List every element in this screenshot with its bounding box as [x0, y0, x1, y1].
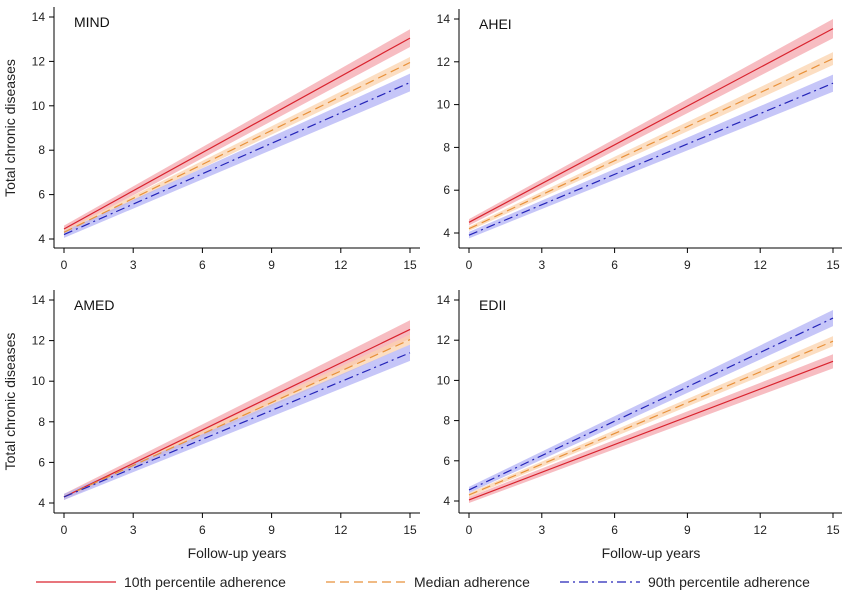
legend-item-p90: 90th percentile adherence	[560, 574, 810, 590]
x-tick-label: 9	[684, 523, 691, 537]
y-tick-label: 10	[437, 98, 451, 112]
x-tick-label: 0	[466, 523, 473, 537]
y-tick-label: 4	[443, 226, 450, 240]
y-tick-label: 6	[443, 454, 450, 468]
x-tick-label: 12	[754, 523, 768, 537]
panel-edii: 4 6 8 10 12 14 0 3 6 9 12 15 EDII Follow-up years	[437, 290, 842, 561]
y-tick-label: 4	[38, 232, 45, 246]
legend-label: 90th percentile adherence	[648, 574, 810, 590]
x-tick-label: 15	[826, 523, 840, 537]
y-tick-label: 10	[437, 373, 451, 387]
ci-band-p90	[469, 310, 833, 493]
series-line-p90	[63, 81, 411, 236]
x-tick-label: 9	[268, 523, 275, 537]
y-axis-title: Total chronic diseases	[2, 333, 18, 471]
y-tick-label: 6	[38, 455, 45, 469]
x-tick-label: 3	[130, 523, 137, 537]
x-tick-label: 15	[403, 258, 417, 272]
x-tick-label: 12	[334, 523, 348, 537]
ci-band-p10	[469, 354, 833, 504]
y-tick-label: 14	[32, 293, 46, 307]
series-line-p90	[468, 82, 834, 236]
x-tick-label: 6	[611, 523, 618, 537]
x-tick-label: 0	[61, 523, 68, 537]
y-tick-label: 12	[437, 55, 451, 69]
series-line-p10	[468, 28, 834, 223]
panel-mind: 4 6 8 10 12 14 0 3 6 9 12 15 MIND Total chronic disea…	[2, 7, 420, 272]
x-tick-label: 9	[684, 258, 691, 272]
panels-container: 4 6 8 10 12 14 0 3 6 9 12 15 MIND Total chronic disea…	[2, 7, 842, 561]
legend-item-median: Median adherence	[326, 574, 530, 590]
series-line-median	[63, 339, 411, 498]
legend: 10th percentile adherence Median adherenc…	[36, 574, 810, 590]
panel-title: MIND	[74, 14, 110, 30]
legend-item-p10: 10th percentile adherence	[36, 574, 286, 590]
y-tick-label: 12	[32, 334, 46, 348]
x-tick-label: 3	[538, 523, 545, 537]
x-tick-label: 15	[403, 523, 417, 537]
y-tick-label: 8	[38, 415, 45, 429]
ci-band-median	[469, 336, 833, 497]
x-axis-title: Follow-up years	[188, 545, 287, 561]
x-axis-title: Follow-up years	[602, 545, 701, 561]
y-tick-label: 8	[38, 143, 45, 157]
x-tick-label: 12	[334, 258, 348, 272]
y-tick-label: 10	[32, 374, 46, 388]
ci-band-median	[469, 52, 833, 231]
x-tick-label: 0	[61, 258, 68, 272]
series-line-p10	[63, 37, 411, 230]
series-line-median	[63, 61, 411, 233]
x-tick-label: 15	[826, 258, 840, 272]
ci-band-p10	[64, 29, 410, 233]
y-tick-label: 14	[437, 12, 451, 26]
x-tick-label: 12	[754, 258, 768, 272]
legend-label: 10th percentile adherence	[124, 574, 286, 590]
y-axis-title: Total chronic diseases	[2, 59, 18, 197]
panel-title: AHEI	[479, 16, 512, 32]
panel-ahei: 4 6 8 10 12 14 0 3 6 9 12 15 AHEI	[437, 9, 842, 272]
y-tick-label: 12	[437, 333, 451, 347]
y-tick-label: 8	[443, 414, 450, 428]
ci-band-p10	[469, 19, 833, 226]
y-tick-label: 12	[32, 54, 46, 68]
x-tick-label: 6	[199, 258, 206, 272]
series-line-median	[468, 340, 834, 496]
series-line-p10	[63, 328, 411, 498]
panel-title: AMED	[74, 297, 114, 313]
ci-band-p90	[64, 344, 410, 500]
y-tick-label: 4	[443, 494, 450, 508]
y-tick-label: 8	[443, 140, 450, 154]
y-tick-label: 14	[32, 10, 46, 24]
y-tick-label: 10	[32, 99, 46, 113]
x-tick-label: 3	[130, 258, 137, 272]
ci-band-p90	[469, 74, 833, 239]
y-tick-label: 14	[437, 293, 451, 307]
series-line-median	[468, 58, 834, 230]
y-tick-label: 6	[38, 188, 45, 202]
panel-title: EDII	[479, 297, 506, 313]
x-tick-label: 0	[466, 258, 473, 272]
panel-amed: 4 6 8 10 12 14 0 3 6 9 12 15 AMED Total chronic disea…	[2, 290, 420, 561]
series-line-p10	[468, 360, 834, 501]
x-tick-label: 6	[611, 258, 618, 272]
legend-label: Median adherence	[414, 574, 530, 590]
x-tick-label: 9	[268, 258, 275, 272]
y-tick-label: 4	[38, 496, 45, 510]
series-line-p90	[63, 352, 411, 498]
ci-band-median	[64, 56, 410, 235]
x-tick-label: 6	[199, 523, 206, 537]
x-tick-label: 3	[538, 258, 545, 272]
y-tick-label: 6	[443, 183, 450, 197]
ci-band-p90	[64, 73, 410, 238]
